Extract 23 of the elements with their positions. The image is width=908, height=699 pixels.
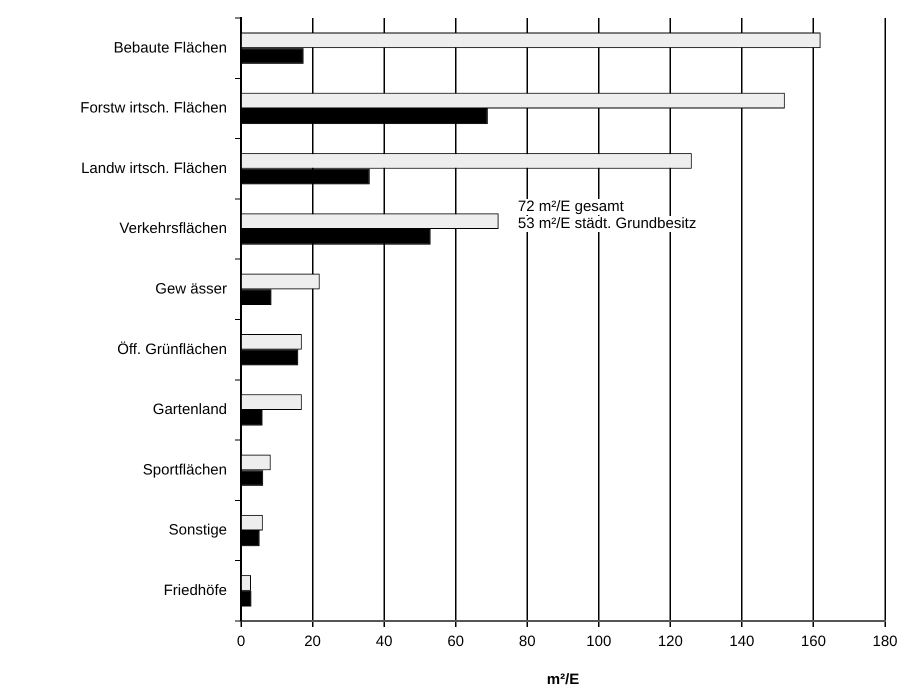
y-tick-label: Sonstige [168,522,227,539]
annotation: 72 m²/E gesamt [518,198,625,216]
x-tick-label: 60 [447,633,464,650]
x-tick-label: 160 [800,633,826,650]
x-tick-label: 180 [872,633,898,650]
x-tick-label: 100 [586,633,612,650]
y-tick-label: Gew ässer [155,280,227,298]
y-tick-label: Landw irtsch. Flächen [81,160,227,177]
x-tick-label: 140 [729,633,754,650]
y-tick-label: Forstw irtsch. Flächen [80,100,227,117]
x-axis-title: m²/E [546,671,580,688]
y-tick-label: Öff. Grünflächen [117,340,227,358]
y-tick-label: Sportflächen [142,461,227,478]
x-tick-label: 40 [376,633,392,650]
y-tick-label: Gartenland [152,401,227,418]
x-tick-label: 120 [658,633,683,650]
x-tick-label: 80 [518,633,536,650]
y-tick-label: Bebaute Flächen [114,39,227,56]
y-tick-label: Verkehrsflächen [119,220,227,238]
y-tick-label: Friedhöfe [164,582,227,599]
x-tick-label: 20 [304,633,321,650]
x-tick-label: 0 [236,633,246,650]
annotation: 53 m²/E städt. Grundbesitz [518,215,696,232]
